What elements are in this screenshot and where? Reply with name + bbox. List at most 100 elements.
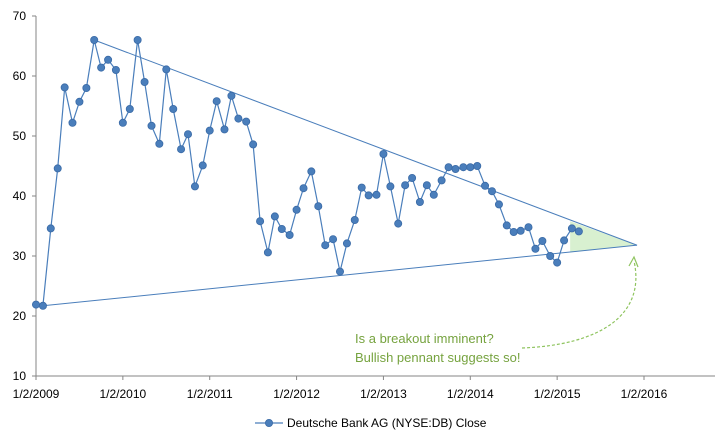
data-point <box>242 117 251 126</box>
annotation-line-2: Bullish pennant suggests so! <box>355 350 521 365</box>
data-point <box>270 212 279 221</box>
data-point <box>342 239 351 248</box>
x-tick-label: 1/2/2009 <box>13 387 60 401</box>
data-point <box>299 184 308 193</box>
y-tick-label: 60 <box>13 69 27 83</box>
data-point <box>118 118 127 127</box>
data-point <box>408 173 417 182</box>
pennant-fill-layer <box>570 221 638 253</box>
y-tick-label: 20 <box>13 309 27 323</box>
x-tick-layer: 1/2/2009 1/2/2010 1/2/2011 1/2/2012 1/2/2013… <box>13 376 668 401</box>
data-point <box>415 197 424 206</box>
x-tick-label: 1/2/2011 <box>187 387 233 401</box>
x-tick-label: 1/2/2013 <box>360 387 407 401</box>
x-tick-label: 1/2/2015 <box>534 387 581 401</box>
data-point <box>104 55 113 64</box>
data-point <box>509 227 518 236</box>
y-tick-layer: 10 20 30 40 50 60 70 <box>13 9 36 383</box>
y-tick-label: 10 <box>13 369 27 383</box>
x-tick-label: 1/2/2012 <box>273 387 320 401</box>
data-point <box>314 202 323 211</box>
data-point <box>285 230 294 239</box>
data-point <box>394 219 403 228</box>
data-point <box>97 63 106 72</box>
data-point <box>516 226 525 235</box>
data-point <box>46 224 55 233</box>
data-point <box>155 139 164 148</box>
data-point <box>429 190 438 199</box>
data-point <box>560 236 569 245</box>
data-point <box>481 181 490 190</box>
data-point <box>364 191 373 200</box>
data-point <box>386 182 395 191</box>
data-point <box>133 36 142 45</box>
data-point <box>487 187 496 196</box>
pennant-fill <box>570 221 638 253</box>
data-point <box>292 205 301 214</box>
data-point <box>234 114 243 123</box>
data-point <box>372 190 381 199</box>
legend: Deutsche Bank AG (NYSE:DB) Close <box>255 416 487 430</box>
y-tick-label: 50 <box>13 129 27 143</box>
x-tick-label: 1/2/2014 <box>447 387 494 401</box>
x-tick-label: 1/2/2010 <box>99 387 146 401</box>
annotation-arrow <box>521 260 637 349</box>
data-point <box>502 221 511 230</box>
data-point <box>335 267 344 276</box>
data-point <box>422 181 431 190</box>
data-point <box>53 164 62 173</box>
data-point <box>357 183 366 192</box>
data-point <box>205 126 214 135</box>
annotation-arrowhead <box>628 255 639 268</box>
data-point <box>567 224 576 233</box>
legend-marker-swatch <box>264 418 273 427</box>
y-tick-label: 40 <box>13 189 27 203</box>
data-point <box>473 161 482 170</box>
data-point <box>494 200 503 209</box>
data-point <box>111 66 120 75</box>
data-point <box>198 161 207 170</box>
data-point <box>169 105 178 114</box>
data-point <box>437 176 446 185</box>
data-point <box>227 91 236 100</box>
data-point <box>162 65 171 74</box>
data-point <box>125 105 134 114</box>
series-line <box>35 39 580 307</box>
data-point <box>183 130 192 139</box>
data-point <box>531 244 540 253</box>
legend-label: Deutsche Bank AG (NYSE:DB) Close <box>287 416 487 430</box>
trendline-upper <box>94 39 638 246</box>
data-point <box>220 125 229 134</box>
data-point <box>68 118 77 127</box>
data-point <box>329 235 338 244</box>
y-tick-label: 70 <box>13 9 27 23</box>
annotation-line-1: Is a breakout imminent? <box>355 331 494 346</box>
data-point <box>444 163 453 172</box>
data-point <box>147 121 156 130</box>
data-point <box>307 167 316 176</box>
data-point <box>401 181 410 190</box>
data-point <box>553 258 562 267</box>
data-point <box>574 227 583 236</box>
data-point <box>321 241 330 250</box>
x-tick-label: 1/2/2016 <box>621 387 668 401</box>
data-point <box>466 163 475 172</box>
data-point <box>451 164 460 173</box>
data-point <box>90 36 99 45</box>
data-point <box>190 182 199 191</box>
y-tick-label: 30 <box>13 249 27 263</box>
data-point <box>379 149 388 158</box>
data-point <box>75 97 84 106</box>
data-point <box>177 145 186 154</box>
data-point <box>38 301 47 310</box>
data-point <box>249 140 258 149</box>
data-point <box>524 223 533 232</box>
data-point <box>32 300 41 309</box>
data-point <box>546 251 555 260</box>
data-point <box>459 163 468 172</box>
data-point <box>350 215 359 224</box>
data-point <box>82 84 91 93</box>
data-point <box>256 217 265 226</box>
